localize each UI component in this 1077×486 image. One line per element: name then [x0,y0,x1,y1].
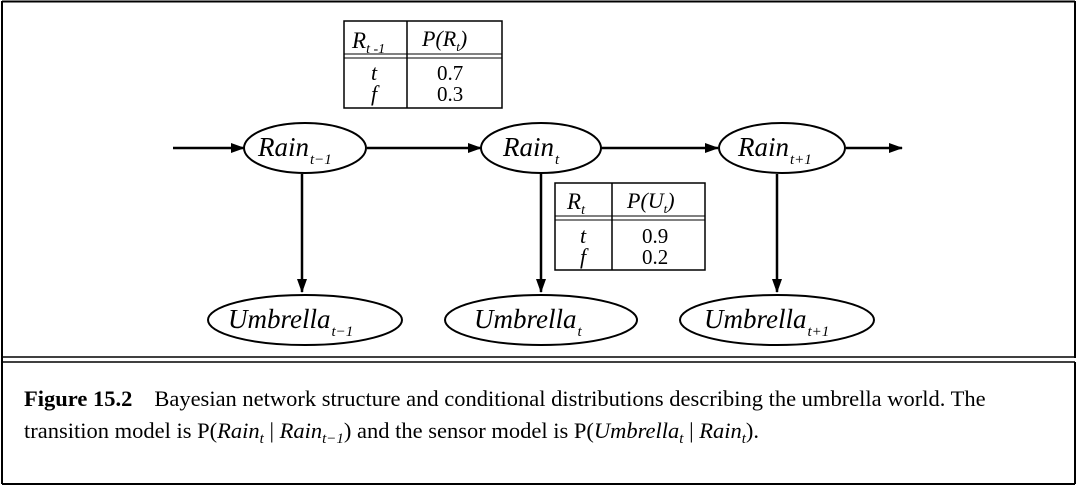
figure-caption: Figure 15.2 Bayesian network structure an… [24,383,1054,455]
sensor-cpt-table: Rt P(Ut) t 0.9 f 0.2 [554,182,706,271]
transition-cpt-table: Rt -1 P(Rt) t 0.7 f 0.3 [343,20,503,109]
transition-row-f-value: 0.3 [437,82,463,106]
transition-row-t-value: 0.7 [437,61,463,85]
sensor-row-t-value: 0.9 [642,224,668,248]
node-umbrella-t: Umbrellat [444,294,638,346]
sensor-row-t-cond: t [580,223,587,248]
figure-label: Figure 15.2 [24,386,133,411]
svg-text:Umbrellat−1: Umbrellat−1 [228,304,353,340]
svg-text:Umbrellat+1: Umbrellat+1 [704,304,829,340]
svg-text:Umbrellat: Umbrellat [474,304,583,340]
sensor-model-formula: P(Umbrellat | Raint) [573,418,754,447]
svg-text:Raint+1: Raint+1 [737,132,812,168]
transition-row-f-cond: f [371,81,380,106]
node-rain-tp1: Raint+1 [718,122,846,174]
node-rain-t: Raint [480,122,602,174]
sensor-header-prob: P(Ut) [626,188,675,216]
edges [173,143,903,293]
svg-text:Raint−1: Raint−1 [257,132,332,168]
svg-text:Raint: Raint [502,132,560,168]
transition-row-t-cond: t [371,60,378,85]
sensor-row-f-value: 0.2 [642,245,668,269]
node-umbrella-tm1: Umbrellat−1 [207,294,403,346]
transition-model-formula: P(Raint | Raint−1) [197,418,352,447]
sensor-row-f-cond: f [580,244,589,269]
node-umbrella-tp1: Umbrellat+1 [679,294,875,346]
sensor-header-cond: Rt [566,189,586,218]
caption-text-2: and the sensor model is [351,418,574,443]
node-rain-tm1: Raint−1 [243,122,367,174]
transition-header-cond: Rt -1 [351,28,385,57]
transition-header-prob: P(Rt) [421,26,467,54]
caption-text-3: . [753,418,760,443]
caption-text-1: Bayesian network structure and condition… [24,386,986,443]
